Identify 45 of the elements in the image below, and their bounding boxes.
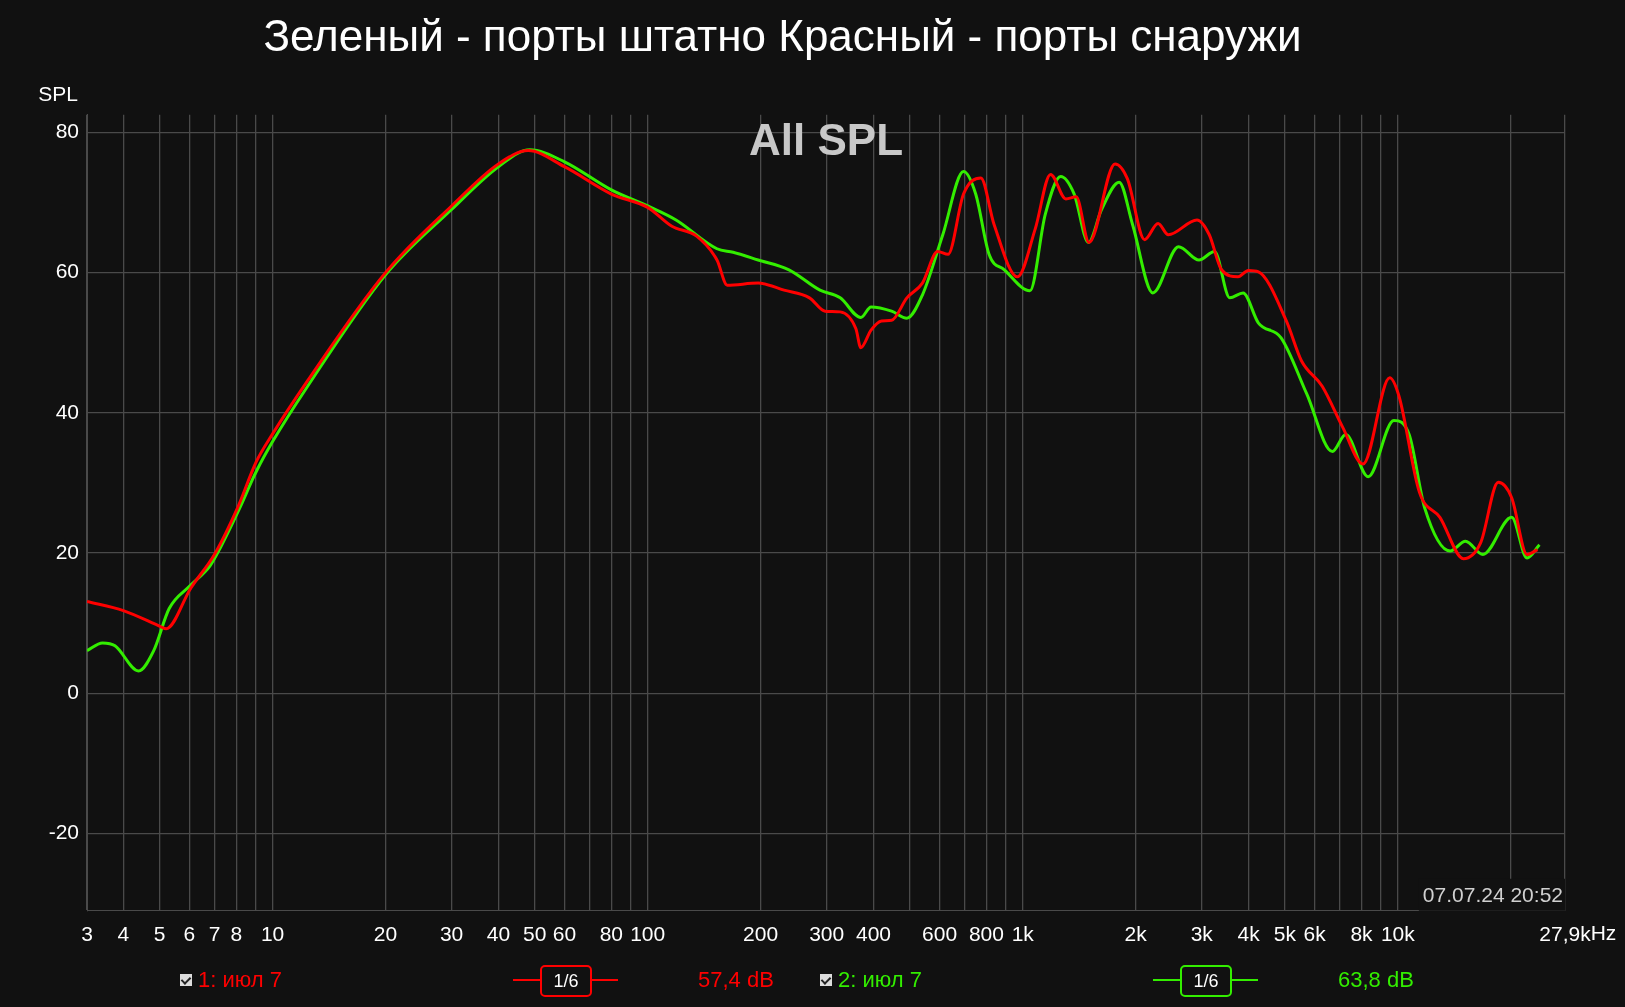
y-axis-title: SPL — [38, 81, 78, 105]
x-tick-label: 400 — [855, 922, 892, 946]
x-tick-label: 800 — [968, 922, 1004, 946]
x-tick-label: 50 — [523, 922, 547, 946]
text: 1/6 — [1180, 965, 1232, 997]
x-axis-title: Hz — [1590, 920, 1617, 944]
x-tick-label: 20 — [373, 922, 398, 946]
text: 63,8 dB — [1338, 966, 1414, 994]
x-tick-label: 4 — [117, 922, 130, 946]
x-tick-label: 10k — [1380, 922, 1416, 946]
x-tick-label: 200 — [743, 922, 779, 946]
x-tick-label: 600 — [922, 922, 958, 946]
y-tick-label: 40 — [55, 399, 79, 423]
x-tick-label: 7 — [208, 922, 221, 946]
text: 1/6 — [540, 965, 592, 997]
y-tick-label: 0 — [67, 680, 79, 704]
x-tick-label: 3 — [81, 922, 93, 946]
text: 1: июл 7 — [198, 967, 282, 993]
y-tick-label: -20 — [48, 820, 79, 844]
x-tick-label: 8k — [1350, 922, 1374, 946]
x-tick-label: 80 — [599, 922, 624, 946]
x-tick-label: 5k — [1273, 922, 1297, 946]
x-tick-label: 40 — [486, 922, 511, 946]
x-tick-label: 6 — [183, 922, 196, 946]
x-tick-label: 6k — [1303, 922, 1327, 946]
text: 2: июл 7 — [838, 967, 922, 993]
x-tick-label: 4k — [1237, 922, 1261, 946]
text: 57,4 dB — [698, 966, 774, 994]
x-tick-label: 10 — [260, 922, 285, 946]
chart-title: Зеленый - порты штатно Красный - порты снаружи — [263, 10, 1302, 60]
x-tick-label: 8 — [230, 922, 243, 946]
x-tick-label: 1k — [1011, 922, 1035, 946]
x-tick-label: 100 — [630, 922, 666, 946]
chart-subtitle: All SPL — [748, 114, 904, 164]
y-tick-label: 20 — [55, 539, 79, 563]
x-tick-label: 3k — [1190, 922, 1214, 946]
x-tick-label: 30 — [439, 922, 464, 946]
y-tick-label: 80 — [55, 119, 79, 143]
y-tick-label: 60 — [55, 259, 79, 283]
annotation: 07.07.24 20:52 — [1422, 882, 1563, 906]
x-tick-label: 2k — [1124, 922, 1148, 946]
x-tick-label: 27,9k — [1539, 922, 1592, 946]
x-tick-label: 5 — [153, 922, 166, 946]
x-tick-label: 300 — [809, 922, 845, 946]
x-tick-label: 60 — [552, 922, 577, 946]
